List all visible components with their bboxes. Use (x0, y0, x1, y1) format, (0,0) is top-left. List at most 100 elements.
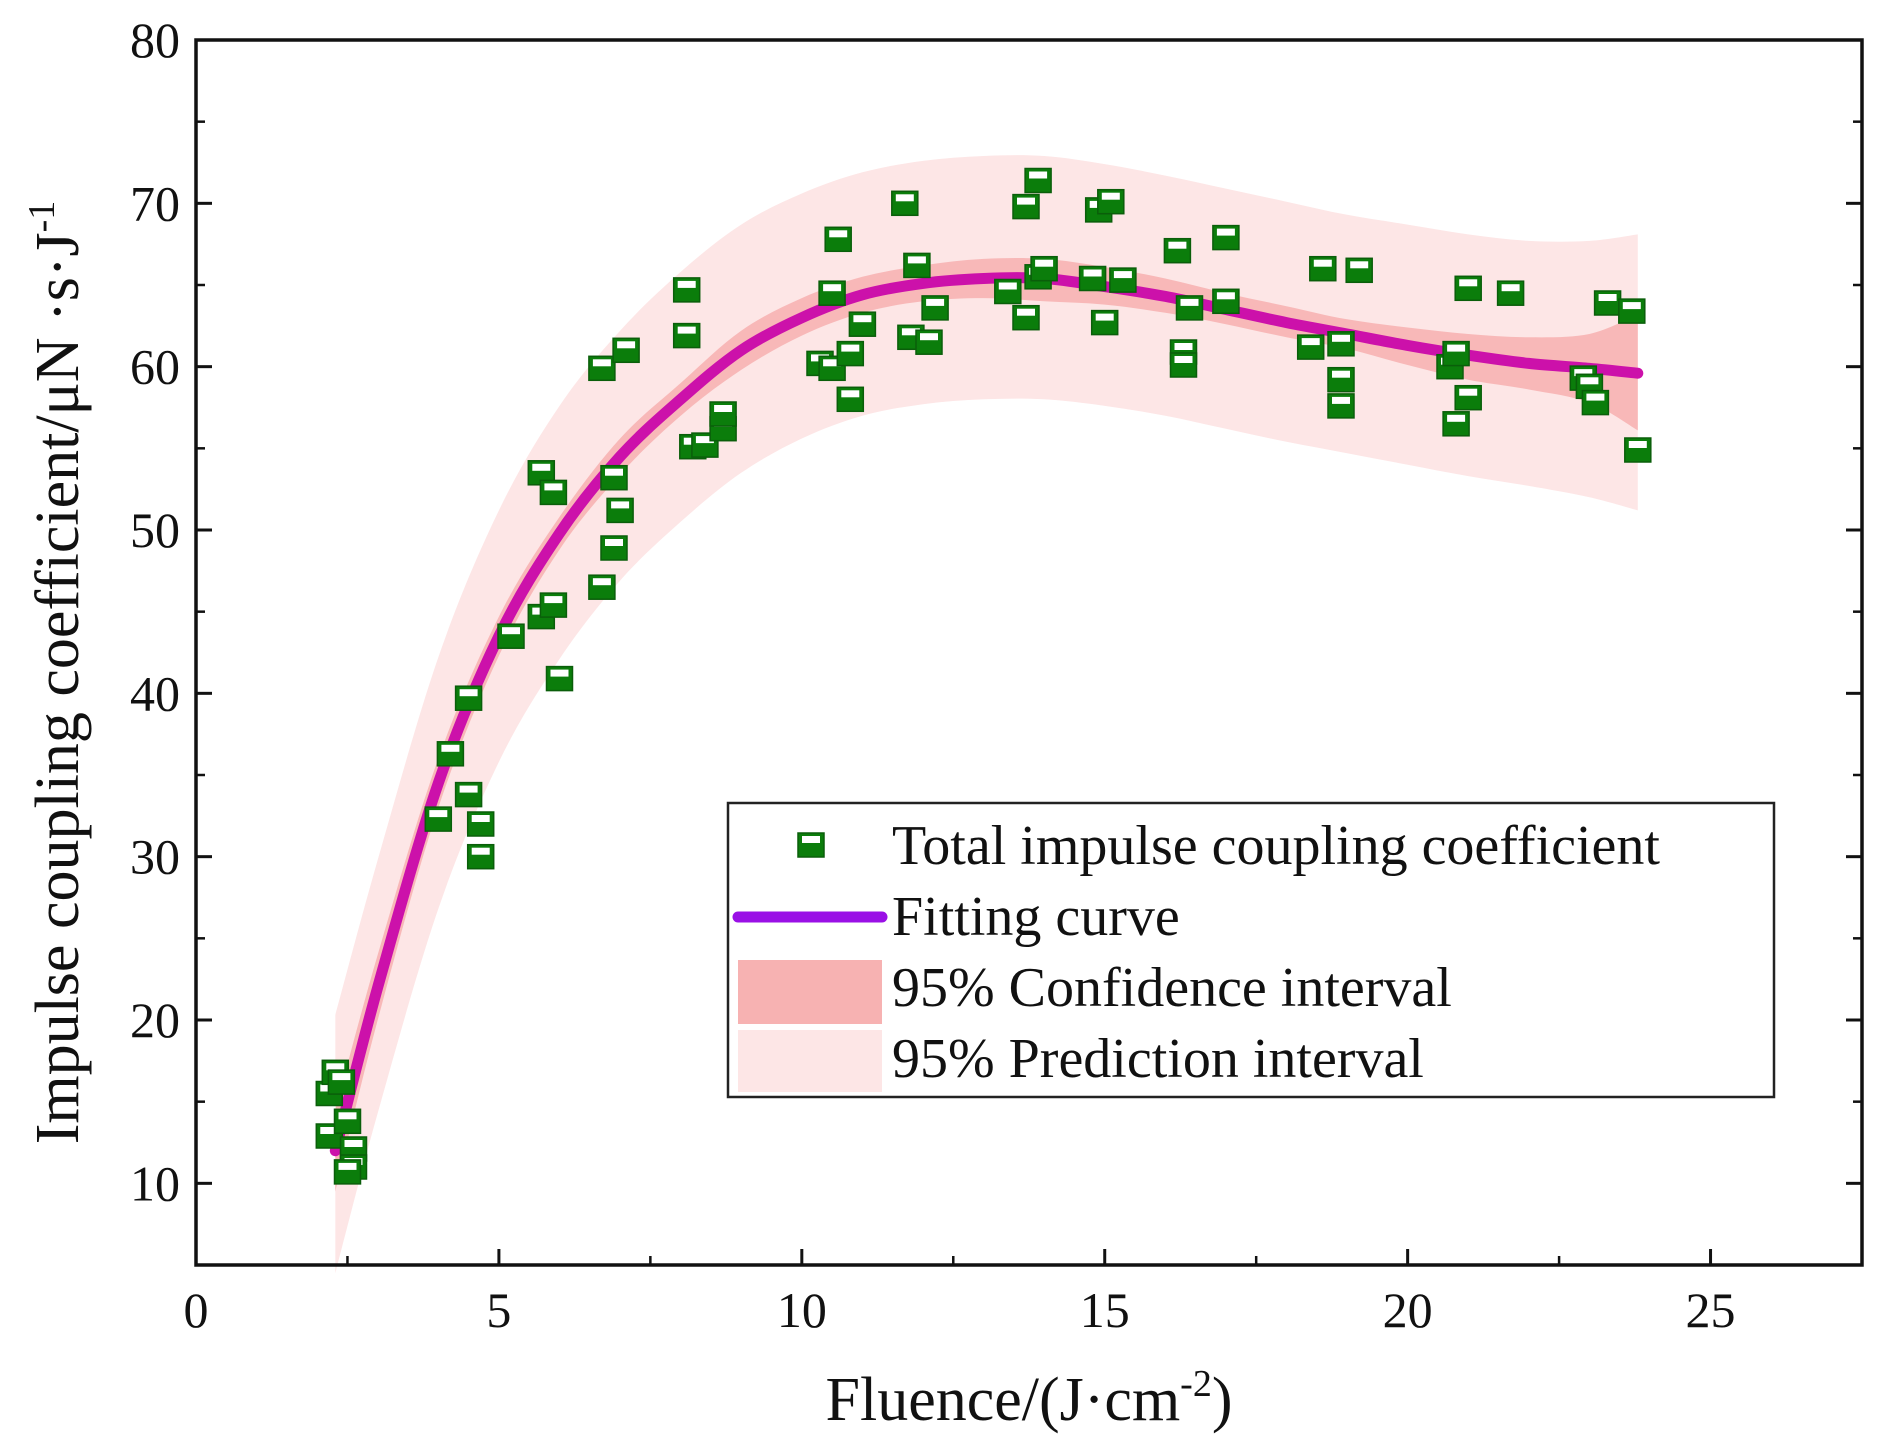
data-point-highlight (1332, 334, 1350, 342)
data-point (454, 781, 483, 808)
plot-area (315, 155, 1652, 1274)
data-point (1442, 411, 1470, 437)
data-point-highlight (1083, 269, 1102, 277)
data-point (1012, 193, 1040, 220)
data-point-highlight (1447, 414, 1466, 422)
x-axis-label-main: Fluence/(J·cm (826, 1366, 1181, 1434)
data-point (424, 806, 453, 832)
y-tick-label: 50 (130, 502, 180, 558)
legend: Total impulse coupling coefficient Fitti… (726, 801, 1776, 1099)
data-point-highlight (920, 333, 938, 341)
data-point (1327, 331, 1355, 357)
data-point-highlight (1332, 370, 1350, 378)
x-tick-label: 0 (184, 1282, 209, 1338)
data-point (921, 295, 949, 321)
y-axis-label-main: Impulse coupling coefficient/μN ·s·J (24, 232, 92, 1144)
data-point-highlight (677, 280, 696, 288)
data-point-highlight (841, 390, 860, 398)
data-point (466, 811, 495, 837)
data-point-highlight (1313, 259, 1332, 267)
data-point-highlight (326, 1063, 345, 1071)
data-point (539, 479, 568, 506)
data-point-highlight (592, 359, 611, 367)
y-tick-label: 80 (130, 12, 180, 68)
data-point-highlight (1017, 197, 1035, 205)
data-point (606, 497, 634, 524)
data-point-highlight (926, 298, 945, 306)
data-point-highlight (907, 256, 926, 264)
data-point-highlight (429, 810, 448, 818)
legend-label-confidence: 95% Confidence interval (892, 957, 1452, 1019)
data-point-highlight (532, 463, 551, 471)
data-point (588, 574, 616, 600)
data-point (1030, 255, 1058, 282)
legend-swatches (732, 832, 888, 1092)
data-point-highlight (471, 847, 490, 855)
data-point-highlight (1174, 343, 1193, 350)
data-point-highlight (338, 1162, 357, 1170)
data-point-highlight (901, 328, 920, 336)
data-point-highlight (998, 282, 1017, 290)
x-tick-label: 20 (1383, 1282, 1433, 1338)
x-tick-label: 15 (1080, 1282, 1130, 1338)
legend-marker-highlight (802, 836, 820, 843)
data-point-highlight (695, 436, 714, 444)
y-tick-label: 40 (130, 665, 180, 721)
y-tick-label: 30 (130, 829, 180, 885)
legend-swatch-confidence (738, 960, 882, 1024)
data-point-highlight (1628, 441, 1647, 448)
x-axis-label-end: ) (1212, 1366, 1233, 1434)
data-point (497, 623, 525, 649)
data-point-highlight (1216, 228, 1235, 236)
data-point (1212, 288, 1240, 315)
data-point (436, 741, 465, 767)
data-point-highlight (1101, 192, 1120, 200)
data-point-highlight (471, 815, 490, 822)
data-point (1327, 393, 1355, 419)
data-point (1212, 224, 1240, 251)
data-point (709, 401, 737, 427)
data-point-highlight (853, 315, 872, 323)
data-point-highlight (841, 344, 860, 352)
data-point (600, 535, 628, 561)
data-point (1090, 309, 1119, 336)
legend-label-prediction: 95% Prediction interval (892, 1028, 1424, 1090)
data-point-highlight (611, 501, 630, 509)
data-point-highlight (1095, 313, 1114, 321)
data-point-highlight (823, 284, 842, 292)
legend-box (726, 801, 1776, 1099)
data-point (915, 329, 943, 355)
data-point (1624, 437, 1652, 463)
data-point (539, 592, 568, 618)
data-point-highlight (1586, 393, 1605, 401)
data-point (672, 322, 701, 349)
data-point-highlight (823, 359, 842, 367)
data-point (1618, 298, 1646, 324)
data-point (466, 843, 495, 870)
data-point (545, 665, 574, 692)
data-point (1175, 295, 1204, 321)
data-point (454, 685, 483, 711)
plot-frame (194, 38, 1864, 1267)
data-point (903, 252, 931, 279)
data-point-highlight (1501, 284, 1520, 292)
data-point (994, 278, 1022, 305)
data-point-highlight (1598, 294, 1617, 301)
data-point-highlight (1350, 261, 1369, 269)
prediction-interval-band (335, 155, 1638, 1274)
data-point-highlight (332, 1073, 351, 1081)
data-point-highlight (895, 194, 914, 202)
data-point-highlight (1301, 338, 1320, 346)
y-tick-label: 70 (130, 175, 180, 231)
data-point (672, 277, 701, 303)
data-point-highlight (459, 785, 478, 793)
data-point-highlight (1459, 388, 1478, 396)
fitting-curve-line (329, 272, 1644, 1157)
legend-label-scatter: Total impulse coupling coefficient (892, 815, 1660, 877)
data-point (836, 340, 865, 367)
data-point (1309, 255, 1337, 282)
x-tick-label: 5 (486, 1282, 511, 1338)
confidence-band-layer (335, 257, 1638, 1192)
data-point-highlight (677, 326, 696, 334)
